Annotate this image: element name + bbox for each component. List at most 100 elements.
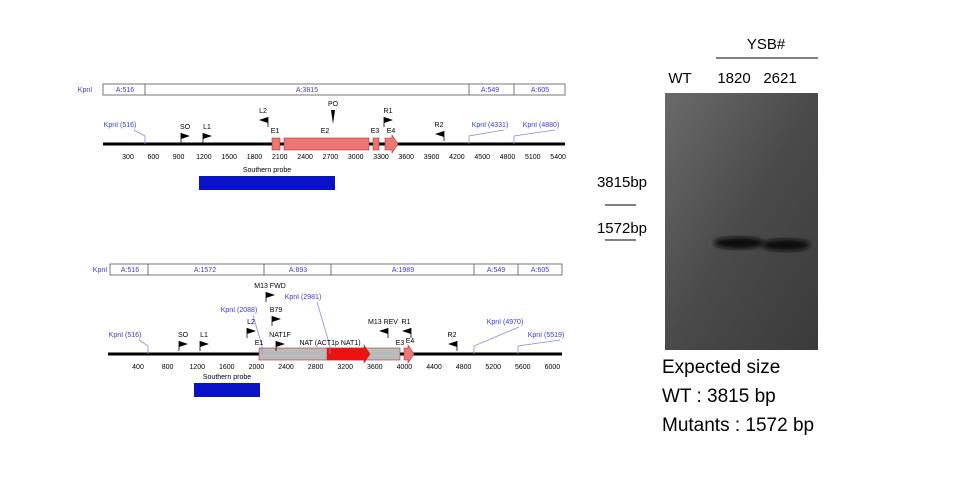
- feature-label: E4: [406, 338, 415, 345]
- feature-label: PO: [328, 101, 339, 108]
- primer-flag: [384, 117, 393, 123]
- axis-label: 5400: [550, 154, 566, 161]
- marker-label: 3815bp: [597, 174, 647, 191]
- fragment-label: A:549: [487, 267, 505, 274]
- site-line: [316, 301, 331, 354]
- feature-label: R2: [435, 122, 444, 129]
- exon-box: [283, 137, 370, 151]
- site-line: [517, 339, 561, 354]
- feature-label: E4: [387, 128, 396, 135]
- primer-flag: [181, 133, 190, 139]
- primer-flag: [272, 316, 281, 322]
- primer-flag: [179, 341, 188, 347]
- feature-label: KpnI (2088): [221, 307, 258, 314]
- feature-label: M13 REV: [368, 319, 398, 326]
- axis-label: 3200: [337, 364, 353, 371]
- axis-label: 400: [132, 364, 144, 371]
- axis-label: 2100: [272, 154, 288, 161]
- axis-label: 1200: [196, 154, 212, 161]
- axis-label: 2400: [278, 364, 294, 371]
- exon-box: [372, 137, 380, 151]
- feature-label: NAT (ACT1p NAT1): [299, 340, 360, 347]
- marker-label: 1572bp: [597, 220, 647, 237]
- band: [762, 239, 810, 251]
- axis-label: 2000: [249, 364, 265, 371]
- probe-flag: [331, 110, 335, 124]
- axis-label: 1800: [247, 154, 263, 161]
- feature-label: KpnI (4970): [487, 319, 524, 326]
- feature-label: KpnI (4331): [472, 122, 509, 129]
- axis-label: 2800: [308, 364, 324, 371]
- axis-label: 2700: [323, 154, 339, 161]
- axis-label: 800: [162, 364, 174, 371]
- primer-flag: [203, 133, 212, 139]
- axis-label: 1200: [189, 364, 205, 371]
- expected-line: WT : 3815 bp: [662, 386, 776, 407]
- fragment-label: A:549: [481, 87, 499, 94]
- axis-label: 3600: [367, 364, 383, 371]
- lane-label: 2621: [763, 70, 796, 87]
- feature-label: R1: [384, 108, 393, 115]
- feature-label: NAT1F: [269, 332, 291, 339]
- feature-label: E3: [396, 340, 405, 347]
- axis-label: 3900: [424, 154, 440, 161]
- feature-label: KpnI (5519): [528, 332, 565, 339]
- southern-probe: [194, 383, 260, 397]
- primer-flag: [247, 328, 256, 334]
- fragment-label: A:605: [531, 267, 549, 274]
- axis-label: 4200: [449, 154, 465, 161]
- fragment-bar: [109, 263, 563, 276]
- feature-label: KpnI (516): [109, 332, 142, 339]
- site-line: [252, 314, 263, 354]
- axis-label: 4400: [426, 364, 442, 371]
- primer-flag: [448, 341, 457, 347]
- axis-label: 1600: [219, 364, 235, 371]
- primer-flag: [200, 341, 209, 347]
- axis-label: 3600: [399, 154, 415, 161]
- primer-flag: [402, 328, 411, 334]
- feature-label: L1: [203, 124, 211, 131]
- primer-flag: [266, 292, 275, 298]
- feature-label: SO: [178, 332, 189, 339]
- feature-label: E3: [371, 128, 380, 135]
- site-line: [513, 129, 556, 144]
- feature-label: KpnI (4880): [523, 122, 560, 129]
- fragment-label: A:516: [116, 87, 134, 94]
- enzyme-label: KpnI: [93, 267, 107, 274]
- fragment-label: A:516: [121, 267, 139, 274]
- feature-label: R1: [402, 319, 411, 326]
- axis-label: 4800: [456, 364, 472, 371]
- axis-label: 4000: [397, 364, 413, 371]
- axis-label: 5100: [525, 154, 541, 161]
- axis-label: 600: [147, 154, 159, 161]
- axis-label: 4800: [500, 154, 516, 161]
- feature-label: R2: [448, 332, 457, 339]
- primer-flag: [259, 117, 268, 123]
- axis-label: 5600: [515, 364, 531, 371]
- lane-label: WT: [668, 70, 691, 87]
- exon-arrow: [326, 344, 371, 364]
- axis-label: 4500: [474, 154, 490, 161]
- enzyme-label: KpnI: [78, 87, 92, 94]
- feature-label: B79: [270, 307, 283, 314]
- feature-label: SO: [180, 124, 191, 131]
- exon-arrow: [403, 344, 415, 364]
- axis-label: 6000: [545, 364, 561, 371]
- site-line: [133, 129, 146, 144]
- axis-label: 3300: [373, 154, 389, 161]
- southern-probe: [199, 176, 335, 190]
- feature-label: E1: [255, 340, 264, 347]
- band: [714, 237, 764, 249]
- axis-label: 3000: [348, 154, 364, 161]
- fragment-bar: [102, 83, 566, 96]
- feature-label: E1: [271, 128, 280, 135]
- lane-label: 1820: [717, 70, 750, 87]
- fragment-label: A:1572: [194, 267, 216, 274]
- feature-label: KpnI (516): [104, 122, 137, 129]
- site-line: [473, 326, 520, 354]
- primer-flag: [276, 341, 285, 347]
- primer-flag: [379, 328, 388, 334]
- expected-line: Mutants : 1572 bp: [662, 415, 814, 436]
- feature-label: E2: [321, 128, 330, 135]
